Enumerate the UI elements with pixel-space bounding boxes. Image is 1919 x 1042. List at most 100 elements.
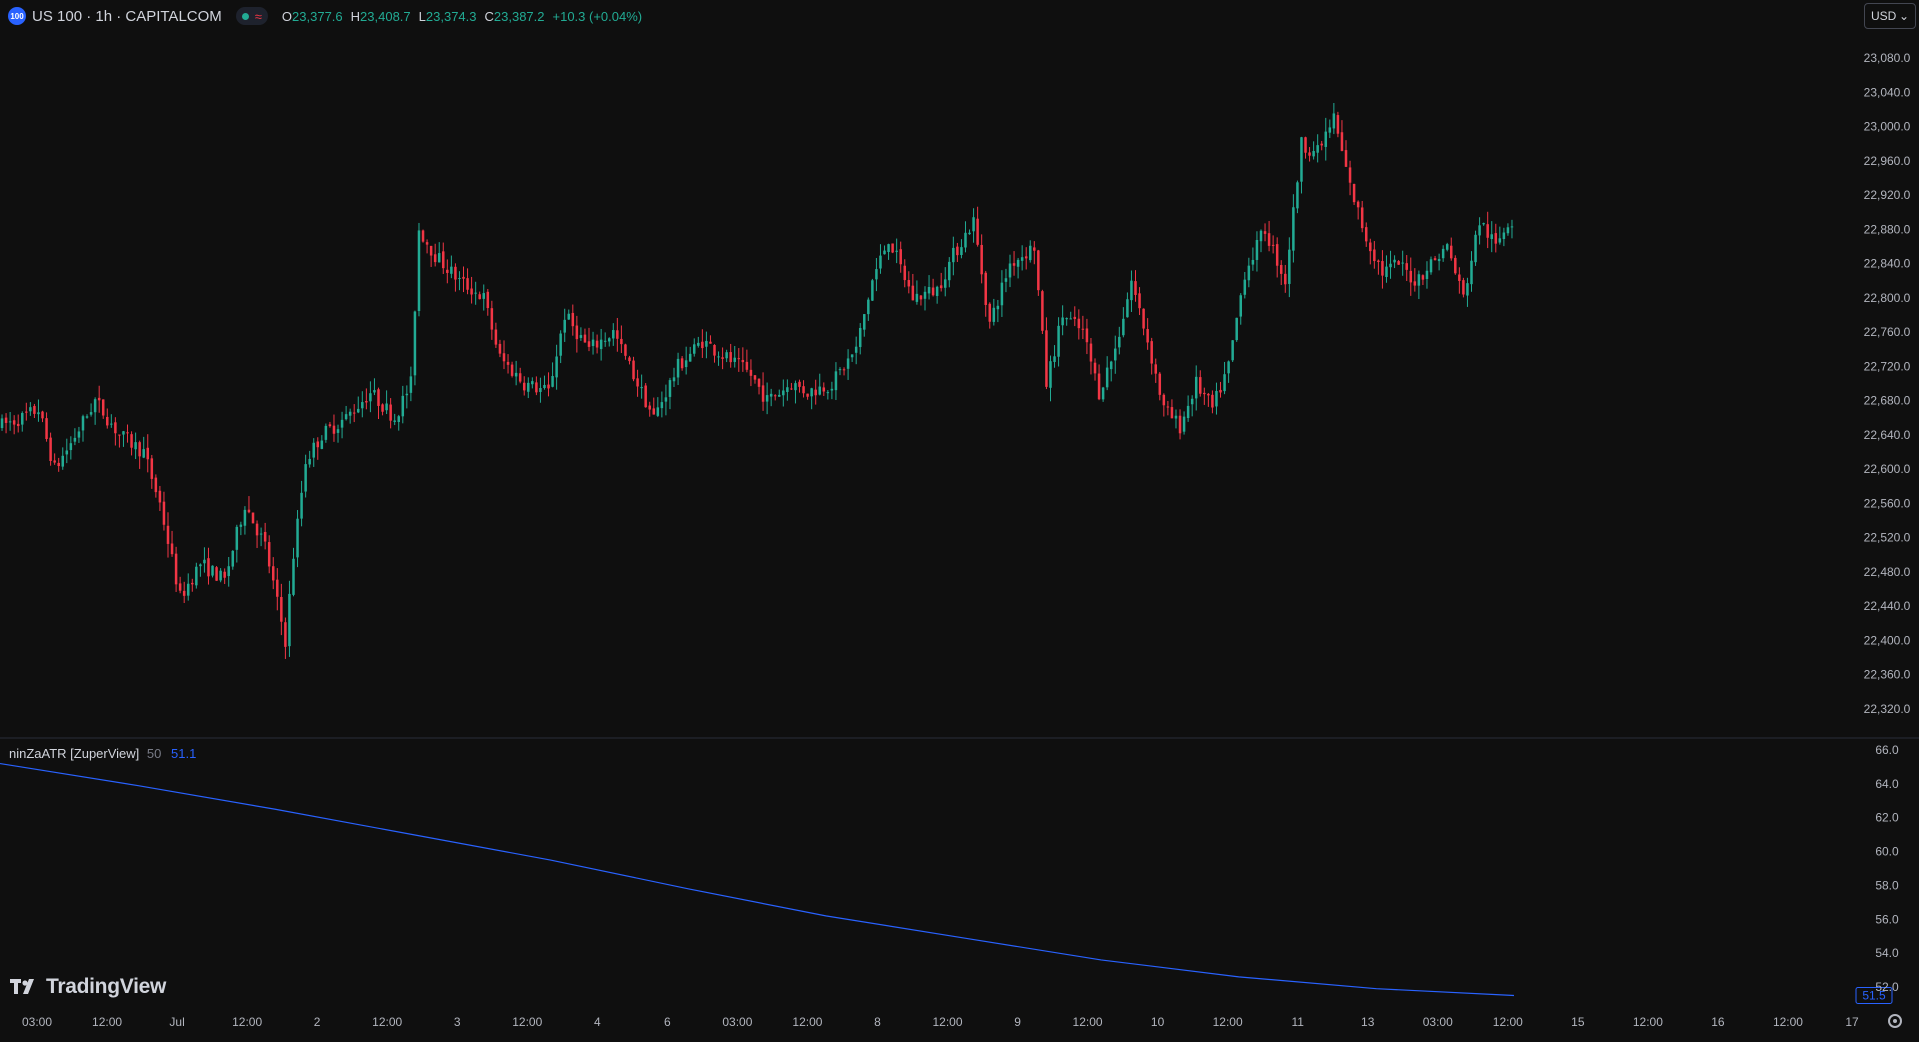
candle-body: [733, 357, 736, 362]
candle-body: [1000, 282, 1004, 306]
indicator-line[interactable]: [0, 762, 1515, 997]
candle-body: [761, 385, 765, 402]
candle-body: [535, 382, 538, 393]
indicator-series[interactable]: 51.5: [0, 762, 1893, 1004]
candle-body: [713, 344, 716, 356]
candle-body: [348, 411, 352, 416]
candle-body: [85, 416, 89, 418]
candle-body: [53, 460, 56, 463]
price-tick-label: 22,880.0: [1864, 222, 1911, 236]
candle-body: [1008, 263, 1012, 278]
candle-body: [1300, 137, 1303, 182]
candle-body: [255, 523, 259, 536]
candle-body: [988, 303, 992, 322]
candle-body: [29, 407, 32, 412]
candle-body: [1126, 299, 1129, 318]
candle-body: [684, 360, 688, 368]
price-tick-label: 22,320.0: [1864, 702, 1911, 716]
candle-body: [846, 358, 850, 369]
candle-body: [547, 384, 550, 389]
candle-body: [393, 420, 396, 422]
candle-body: [1377, 260, 1380, 262]
candle-body: [150, 458, 154, 479]
candle-body: [1045, 330, 1048, 387]
time-axis[interactable]: 03:00 12:00 Jul 12:00 2 12:00 3 12:00 4 6 03:00 12:…: [22, 1015, 1859, 1029]
candle-body: [1381, 261, 1384, 276]
candle-body: [1445, 244, 1449, 250]
candle-body: [308, 458, 311, 465]
candle-body: [1340, 132, 1344, 151]
time-tick-label: 03:00: [722, 1015, 752, 1029]
currency-selector[interactable]: USD ⌄: [1864, 3, 1916, 29]
indicator-legend[interactable]: ninZaATR [ZuperView] 50 51.1: [9, 746, 196, 761]
price-axis[interactable]: 23,080.0 23,040.0 23,000.0 22,960.0 22,920.0…: [1864, 51, 1911, 716]
market-status[interactable]: ≈: [235, 7, 268, 25]
candle-body: [790, 388, 793, 390]
candle-body: [1065, 318, 1068, 320]
candle-body: [130, 434, 133, 448]
candle-body: [656, 407, 660, 416]
candle-body: [753, 375, 757, 380]
symbol-logo-icon[interactable]: 100: [8, 7, 26, 25]
indicator-name[interactable]: ninZaATR [ZuperView]: [9, 746, 140, 761]
candle-body: [474, 292, 477, 294]
candle-body: [1466, 283, 1469, 296]
candle-body: [1118, 336, 1121, 348]
ohlc-high: 23,408.7: [360, 8, 411, 24]
time-tick-label: 12:00: [1073, 1015, 1103, 1029]
candle-body: [1360, 207, 1364, 229]
candle-body: [1336, 115, 1340, 134]
tradingview-logo[interactable]: TradingView: [10, 975, 166, 999]
symbol-title[interactable]: US 100 · 1h · CAPITALCOM: [32, 7, 222, 25]
candle-body: [259, 533, 263, 535]
candle-body: [1239, 295, 1243, 317]
candle-body: [895, 250, 898, 252]
candle-body: [1413, 281, 1417, 286]
candle-body: [276, 579, 279, 597]
candle-body: [1316, 145, 1319, 153]
candle-body: [1004, 278, 1008, 282]
candle-body: [1219, 389, 1222, 393]
candle-body: [567, 313, 571, 320]
candle-body: [607, 338, 611, 342]
candle-series[interactable]: [0, 103, 1514, 659]
candle-body: [1292, 207, 1295, 251]
candle-body: [458, 278, 461, 280]
candle-body: [1227, 361, 1230, 374]
candle-body: [636, 378, 639, 387]
candle-body: [518, 373, 522, 382]
candle-body: [575, 325, 579, 340]
candle-body: [401, 395, 405, 417]
ohlc-values: O23,377.6 H23,408.7 L23,374.3 C23,387.2 …: [282, 9, 642, 24]
candle-body: [425, 242, 429, 245]
candle-body: [603, 340, 607, 342]
ohlc-open-label: O: [281, 8, 293, 24]
candle-body: [1146, 329, 1149, 343]
indicator-axis[interactable]: 66.0 64.0 62.0 60.0 58.0 56.0 54.0 52.0: [1875, 743, 1899, 994]
candle-body: [616, 330, 619, 339]
price-tick-label: 22,680.0: [1864, 394, 1911, 408]
candle-body: [454, 266, 457, 280]
candle-body: [1109, 361, 1113, 370]
candle-body: [960, 247, 963, 255]
candle-body: [162, 501, 166, 525]
candle-body: [563, 319, 566, 333]
settings-icon[interactable]: [1888, 1014, 1902, 1028]
candle-body: [830, 388, 834, 391]
candle-body: [199, 564, 202, 567]
candle-body: [1138, 293, 1141, 309]
candle-body: [976, 218, 979, 245]
candle-body: [1385, 266, 1388, 277]
candle-body: [964, 232, 967, 248]
time-tick-label: 12:00: [1213, 1015, 1243, 1029]
candle-body: [16, 423, 20, 427]
candle-body: [77, 431, 81, 438]
candle-body: [1284, 273, 1287, 285]
candle-body: [579, 335, 583, 338]
candle-body: [462, 276, 465, 279]
candle-body: [1421, 275, 1425, 280]
candle-body: [850, 354, 854, 358]
candle-body: [1199, 377, 1202, 394]
